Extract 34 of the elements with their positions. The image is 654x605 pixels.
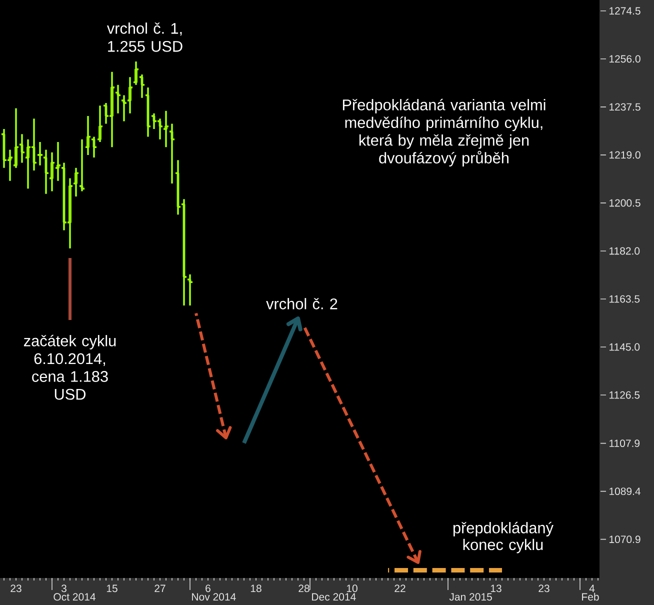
annotation: vrchol č. 2	[266, 298, 338, 310]
y-tick-label: 1145.0	[610, 343, 640, 351]
text: Dec 2014	[312, 593, 356, 601]
y-tick-label: 1126.5	[610, 391, 640, 399]
y-tick-label: 1200.5	[610, 199, 640, 207]
annotation: začátek cyklu 6.10.2014, cena 1.183 USD	[24, 334, 116, 400]
y-tick-label: 1219.0	[610, 151, 640, 159]
y-tick-label: 1237.5	[610, 103, 640, 111]
annotation: Předpokládaná varianta velmi medvědího primárního cyklu, která by měla zřejmě jen dvoufázový průběh	[342, 98, 546, 166]
text: Jan 2015	[449, 593, 492, 601]
x-tick-label: 15	[106, 584, 118, 592]
x-tick-label: 28	[298, 584, 310, 592]
x-tick-label: 18	[250, 584, 262, 592]
annotation: vrchol č. 1, 1.255 USD	[106, 22, 182, 52]
x-tick-label: 22	[394, 584, 406, 592]
x-tick-label: 6	[206, 584, 210, 592]
x-tick-label: 23	[538, 584, 550, 592]
x-tick-label: 4	[589, 584, 595, 592]
x-tick-label: 13	[490, 584, 502, 592]
y-tick-label: 1274.5	[610, 7, 640, 15]
y-tick-label: 1163.5	[610, 295, 640, 303]
y-tick-label: 1256.0	[610, 55, 640, 63]
annotation: přepdokládaný konec cyklu	[453, 522, 554, 554]
y-tick-label: 1182.0	[610, 247, 640, 255]
y-tick-label: 1070.9	[610, 536, 640, 544]
x-tick-label: 27	[154, 584, 166, 592]
text: Oct 2014	[54, 593, 96, 601]
text: Nov 2014	[192, 593, 236, 601]
x-tick-label: 23	[10, 584, 22, 592]
y-tick-label: 1107.9	[610, 440, 640, 448]
text: Feb	[582, 592, 599, 601]
x-tick-label: 10	[346, 584, 358, 592]
y-tick-label: 1089.4	[610, 488, 641, 496]
x-tick-label: 3	[61, 584, 66, 592]
